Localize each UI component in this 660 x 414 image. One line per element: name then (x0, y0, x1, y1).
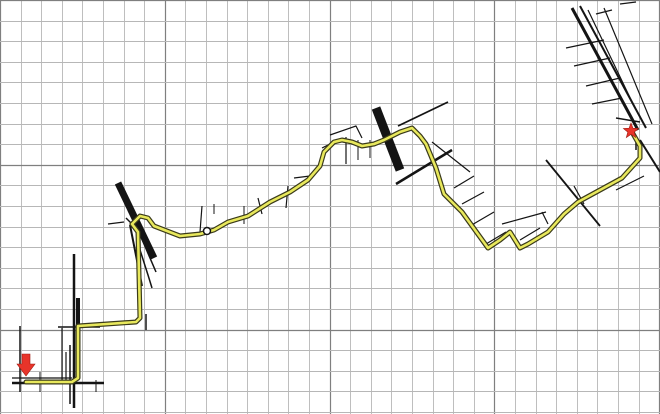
roundabout-icon (204, 228, 211, 235)
